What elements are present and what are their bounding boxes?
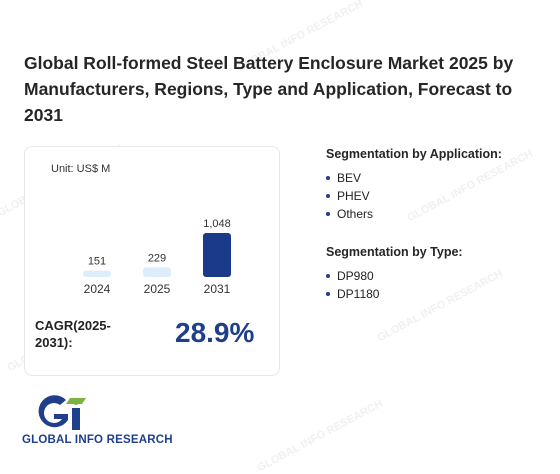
type-list: DP980 DP1180 <box>326 267 546 303</box>
unit-label: Unit: US$ M <box>51 163 111 175</box>
bar-value-label: 229 <box>148 252 166 264</box>
bar-2025 <box>143 267 171 277</box>
category-label: 2024 <box>84 282 111 296</box>
market-size-card: Unit: US$ M 151 2024 229 2025 1,048 2031 CAGR… <box>24 146 280 376</box>
list-item: BEV <box>326 169 546 187</box>
bar-value-label: 151 <box>88 256 106 268</box>
list-item: DP980 <box>326 267 546 285</box>
application-list: BEV PHEV Others <box>326 169 546 223</box>
list-item: Others <box>326 205 546 223</box>
segmentation-application: Segmentation by Application: BEV PHEV Ot… <box>326 147 546 223</box>
cagr-label: CAGR(2025-2031): <box>35 318 111 350</box>
page-title: Global Roll-formed Steel Battery Enclosu… <box>24 53 514 125</box>
company-logo: GLOBAL INFO RESEARCH <box>22 392 192 452</box>
cagr-value: 28.9% <box>175 317 255 348</box>
list-item: PHEV <box>326 187 546 205</box>
market-bar-chart: 151 2024 229 2025 1,048 2031 <box>83 218 231 296</box>
segmentation-type-heading: Segmentation by Type: <box>326 245 463 259</box>
segmentation-application-heading: Segmentation by Application: <box>326 147 502 161</box>
bar-2024 <box>83 270 111 277</box>
logo-text: GLOBAL INFO RESEARCH <box>22 434 173 446</box>
category-label: 2031 <box>204 282 231 296</box>
bar-value-label: 1,048 <box>203 218 231 230</box>
list-item: DP1180 <box>326 285 546 303</box>
bar-2031 <box>203 233 231 277</box>
logo-mark-icon <box>38 395 86 430</box>
segmentation-type: Segmentation by Type: DP980 DP1180 <box>326 245 546 303</box>
category-label: 2025 <box>144 282 171 296</box>
watermark: GLOBAL INFO RESEARCH <box>255 397 385 474</box>
